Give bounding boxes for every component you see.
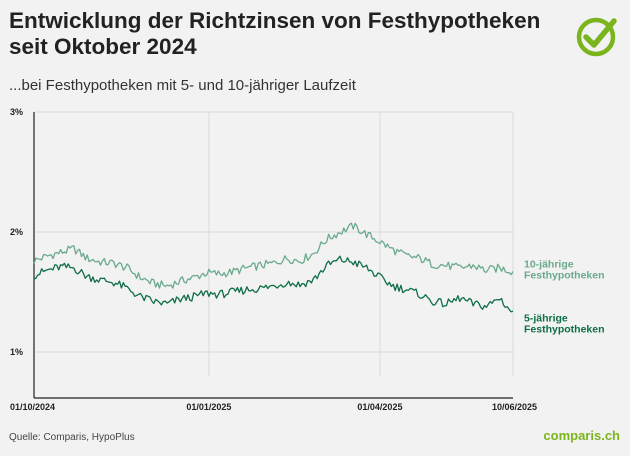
y-tick-label: 2% (10, 227, 23, 237)
series-label: 10-jährige Festhypotheken (524, 259, 605, 282)
chart-lines (33, 222, 514, 313)
chart-grid (34, 111, 514, 376)
series-label: 5-jährige Festhypotheken (524, 313, 605, 336)
chart-axes: 1% 2% 3% 01/10/2024 01/01/2025 01/04/2025 10/0… (10, 107, 537, 412)
logo-check (583, 18, 617, 48)
y-tick-label: 1% (10, 347, 23, 357)
series-label-line: 10-jährige (524, 259, 574, 271)
chart-subtitle: ...bei Festhypotheken mit 5- und 10-jähr… (9, 77, 356, 94)
brand-wordmark: comparis.ch (543, 428, 620, 443)
series-line (33, 222, 514, 289)
chart-title: Entwicklung der Richtzinsen von Festhypo… (9, 8, 541, 59)
series-line (33, 255, 514, 313)
x-tick-label: 01/04/2025 (357, 402, 402, 412)
series-label-line: 5-jährige (524, 313, 568, 325)
check-circle-icon (576, 17, 617, 57)
x-tick-label: 01/01/2025 (186, 402, 231, 412)
line-chart: 1% 2% 3% 01/10/2024 01/01/2025 01/04/2025 10/0… (10, 107, 605, 412)
series-label-line: Festhypotheken (524, 270, 605, 282)
series-label-line: Festhypotheken (524, 324, 605, 336)
y-tick-label: 3% (10, 107, 23, 117)
x-tick-label: 10/06/2025 (492, 402, 537, 412)
source-note: Quelle: Comparis, HypoPlus (9, 432, 135, 443)
logo-circle (576, 17, 616, 57)
x-tick-label: 01/10/2024 (10, 402, 55, 412)
